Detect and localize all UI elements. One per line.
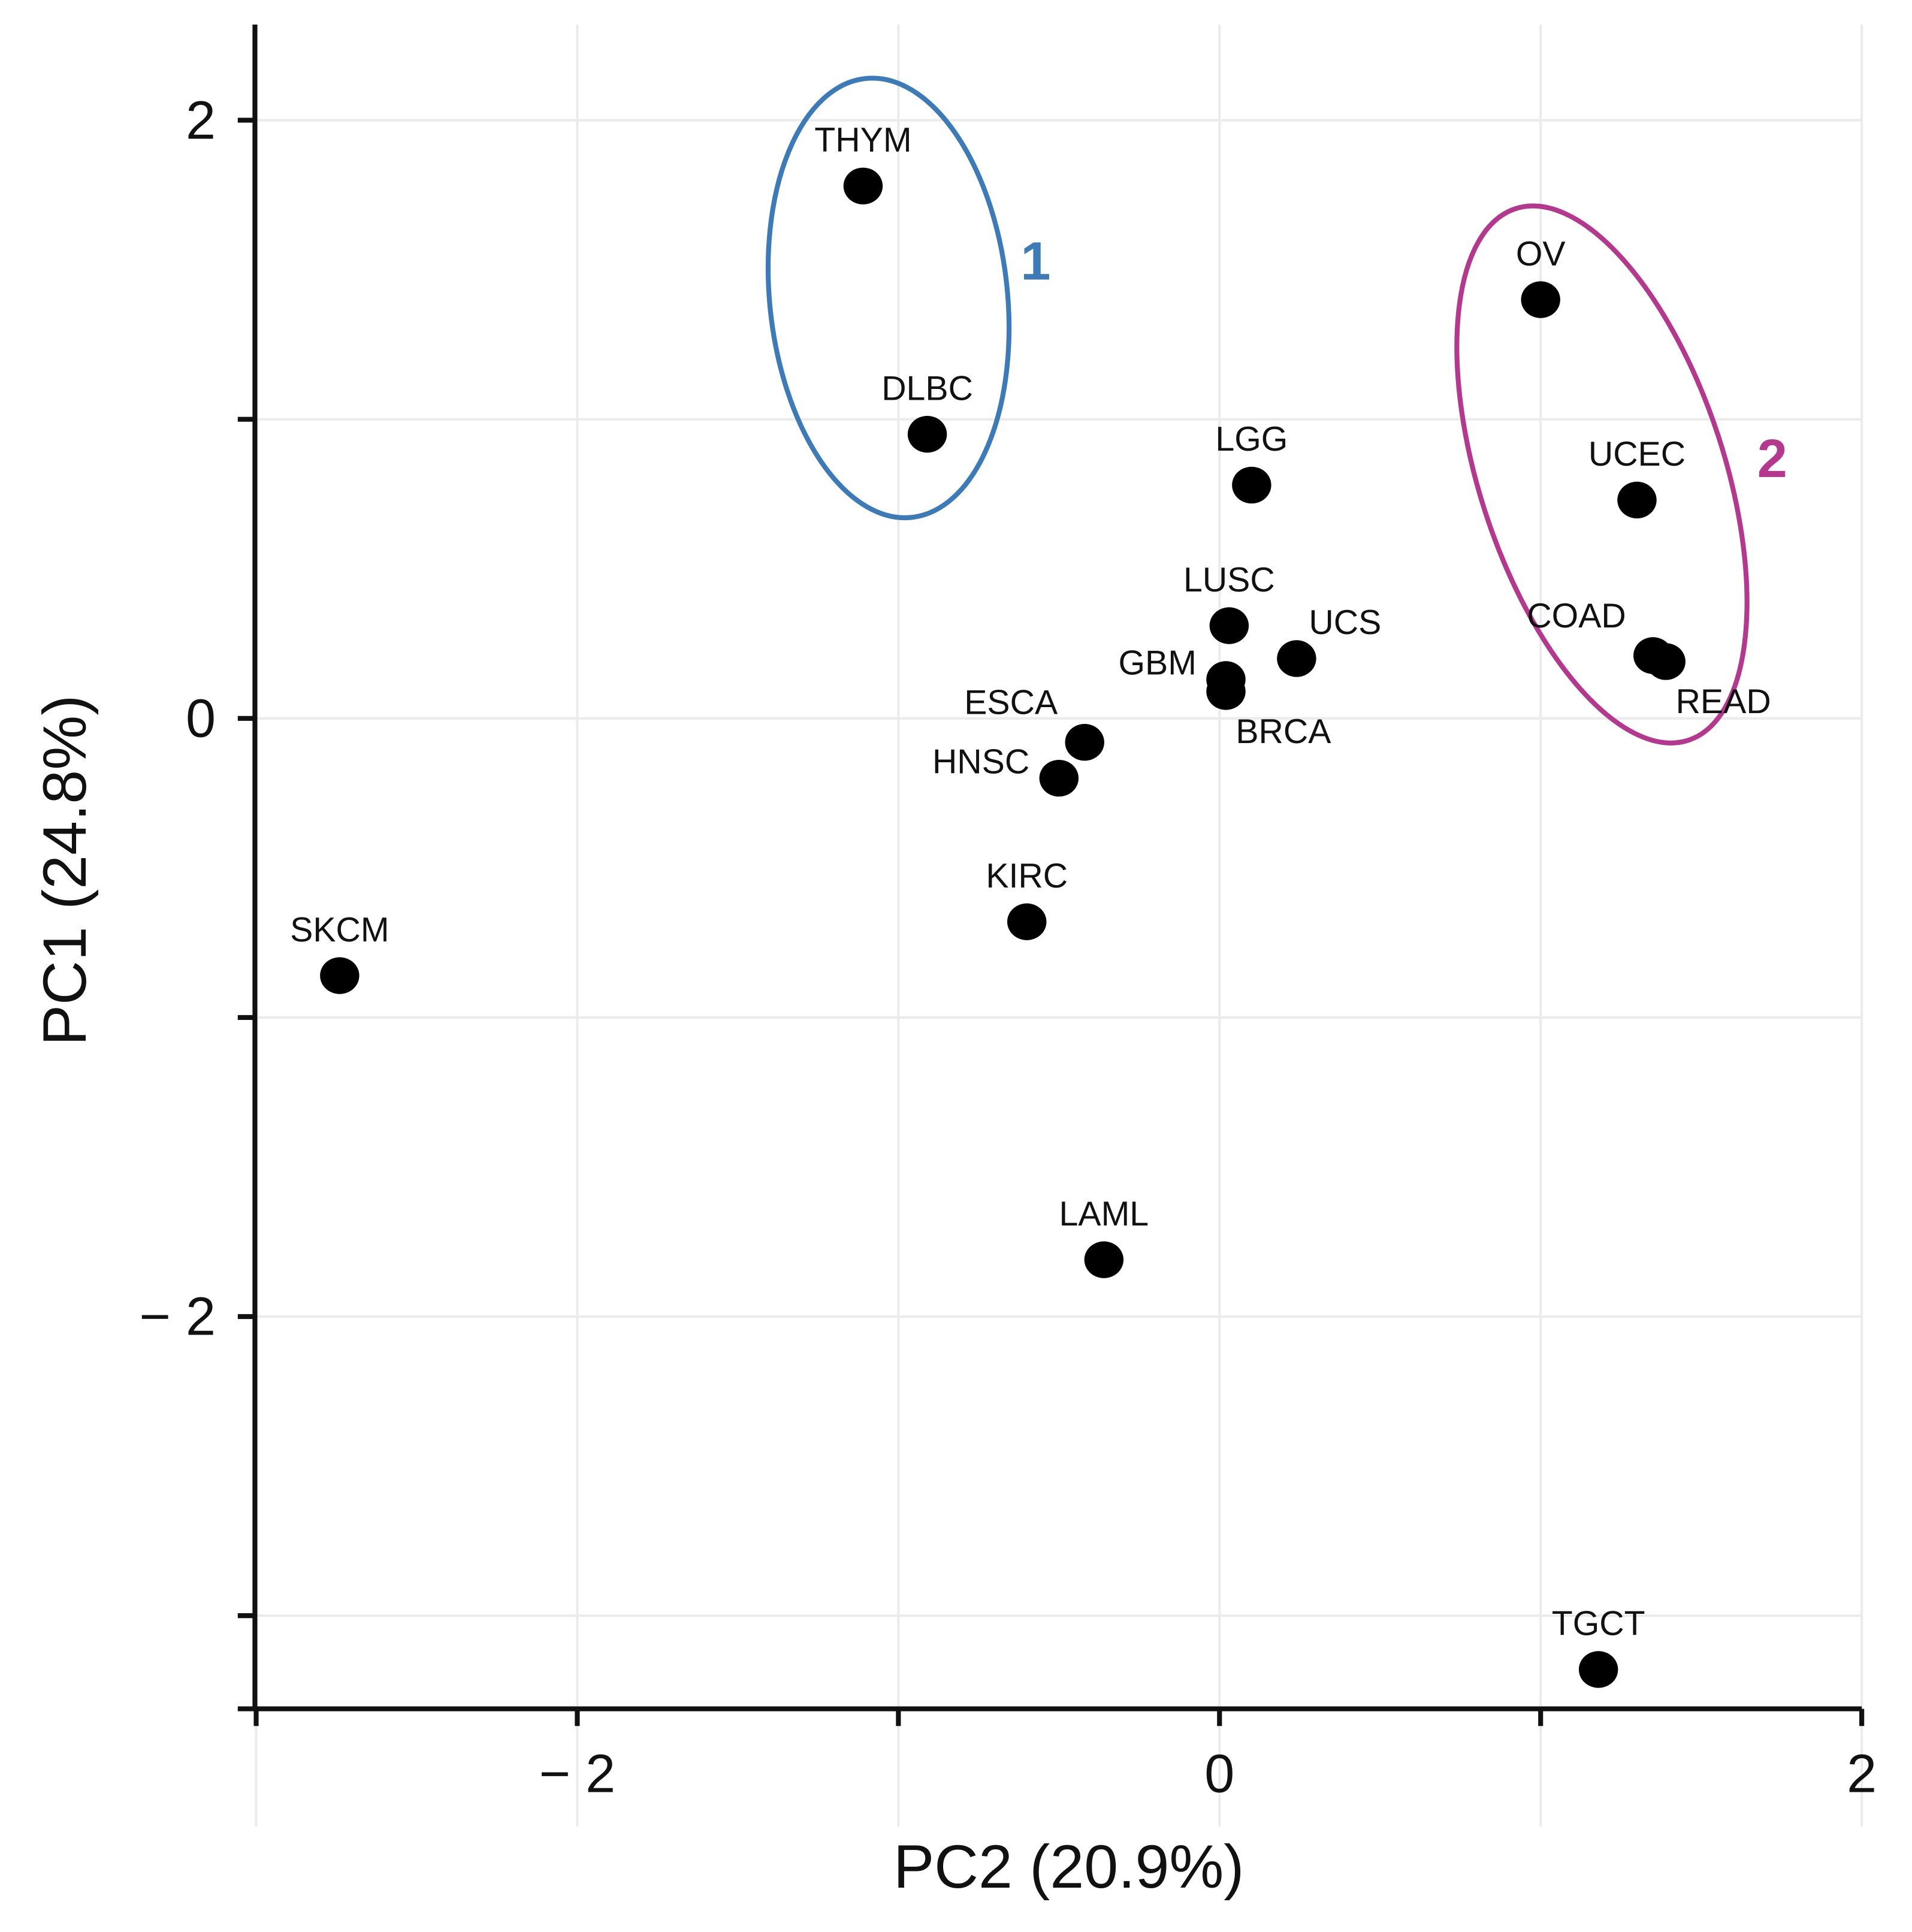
point-label-brca: BRCA bbox=[1236, 713, 1331, 751]
data-point-skcm bbox=[320, 957, 360, 994]
point-label-gbm: GBM bbox=[1118, 644, 1196, 683]
data-point-lgg bbox=[1232, 466, 1271, 504]
point-label-lgg: LGG bbox=[1215, 420, 1288, 458]
data-point-ucs bbox=[1277, 640, 1316, 677]
cluster-2-ellipse bbox=[1454, 203, 1750, 745]
x-axis-label: PC2 (20.9%) bbox=[893, 1832, 1244, 1901]
cluster-ellipses: 12 bbox=[765, 76, 1787, 745]
cluster-1-label: 1 bbox=[1020, 232, 1050, 292]
data-point-lusc bbox=[1209, 607, 1249, 644]
data-point-dlbc bbox=[907, 415, 947, 453]
y-tick-label: 0 bbox=[186, 689, 216, 748]
point-label-kirc: KIRC bbox=[986, 857, 1068, 895]
point-label-esca: ESCA bbox=[964, 684, 1058, 722]
point-label-skcm: SKCM bbox=[290, 911, 389, 949]
point-label-read: READ bbox=[1676, 683, 1771, 721]
point-label-laml: LAML bbox=[1059, 1195, 1149, 1233]
point-label-thym: THYM bbox=[814, 121, 911, 159]
x-tick-label: 2 bbox=[1847, 1744, 1877, 1804]
point-label-ov: OV bbox=[1516, 235, 1566, 273]
point-label-tgct: TGCT bbox=[1552, 1605, 1645, 1643]
point-label-ucec: UCEC bbox=[1588, 435, 1686, 473]
data-point-esca bbox=[1065, 724, 1104, 761]
data-point-thym bbox=[843, 167, 883, 205]
data-point-ucec bbox=[1617, 481, 1657, 519]
gridlines bbox=[255, 25, 1863, 1827]
y-tick-label: − 2 bbox=[139, 1287, 216, 1347]
x-tick-label: 0 bbox=[1204, 1744, 1234, 1804]
point-label-hnsc: HNSC bbox=[932, 742, 1029, 781]
y-axis-label: PC1 (24.8%) bbox=[30, 695, 99, 1046]
data-point-read bbox=[1646, 643, 1686, 680]
data-point-kirc bbox=[1007, 903, 1047, 940]
data-point-brca bbox=[1206, 673, 1246, 710]
x-tick-label: − 2 bbox=[539, 1744, 616, 1804]
data-point-laml bbox=[1084, 1241, 1124, 1278]
point-label-coad: COAD bbox=[1527, 597, 1626, 635]
data-point-tgct bbox=[1578, 1651, 1618, 1688]
axes: − 2 0 2 − 2 0 2 bbox=[139, 25, 1877, 1804]
point-label-lusc: LUSC bbox=[1183, 561, 1275, 599]
data-point-hnsc bbox=[1039, 759, 1079, 797]
y-tick-label: 2 bbox=[186, 90, 216, 150]
data-points: THYM DLBC LGG LUSC UCS GBM BRCA ESCA HNSC KIRC SKC… bbox=[290, 121, 1771, 1688]
data-point-ov bbox=[1521, 281, 1560, 318]
point-label-ucs: UCS bbox=[1309, 603, 1381, 642]
point-label-dlbc: DLBC bbox=[881, 369, 973, 407]
cluster-1-ellipse bbox=[765, 76, 1012, 521]
cluster-2-label: 2 bbox=[1757, 429, 1787, 489]
